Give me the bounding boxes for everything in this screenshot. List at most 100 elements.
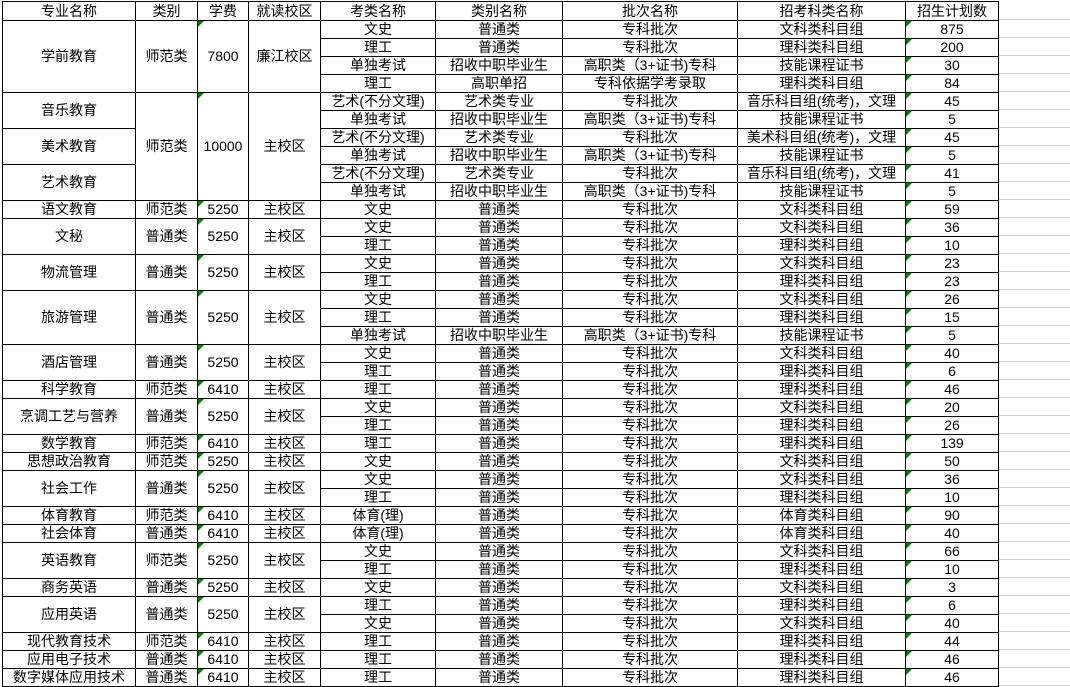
major-cell[interactable]: 音乐教育 [2, 92, 136, 129]
exam-class-cell[interactable]: 理工 [320, 416, 436, 435]
plan-count-cell[interactable]: 45 [905, 128, 999, 147]
plan-count-cell[interactable]: 23 [905, 272, 999, 291]
exam-class-cell[interactable]: 文史 [320, 218, 436, 237]
type-name-cell[interactable]: 普通类 [435, 200, 563, 219]
tuition-cell[interactable]: 5250 [197, 452, 249, 471]
plan-count-cell[interactable]: 10 [905, 560, 999, 579]
column-header-major[interactable]: 专业名称 [2, 1, 136, 21]
exam-class-cell[interactable]: 文史 [320, 200, 436, 219]
plan-count-cell[interactable]: 36 [905, 218, 999, 237]
major-cell[interactable]: 体育教育 [2, 506, 136, 525]
plan-count-cell[interactable]: 41 [905, 164, 999, 183]
plan-count-cell[interactable]: 26 [905, 290, 999, 309]
batch-name-cell[interactable]: 专科批次 [562, 470, 738, 489]
category-cell[interactable]: 师范类 [135, 92, 198, 201]
category-cell[interactable]: 普通类 [135, 218, 198, 255]
exam-class-cell[interactable]: 单独考试 [320, 326, 436, 345]
major-cell[interactable]: 应用英语 [2, 596, 136, 633]
type-name-cell[interactable]: 普通类 [435, 614, 563, 633]
major-cell[interactable]: 英语教育 [2, 542, 136, 579]
campus-cell[interactable]: 主校区 [248, 650, 321, 669]
column-header-category[interactable]: 类别 [135, 1, 198, 21]
campus-cell[interactable]: 主校区 [248, 506, 321, 525]
plan-count-cell[interactable]: 10 [905, 488, 999, 507]
campus-cell[interactable]: 廉江校区 [248, 20, 321, 93]
subject-group-cell[interactable]: 技能课程证书 [737, 110, 906, 129]
tuition-cell[interactable]: 5250 [197, 254, 249, 291]
type-name-cell[interactable]: 普通类 [435, 344, 563, 363]
subject-group-cell[interactable]: 理科类科目组 [737, 362, 906, 381]
type-name-cell[interactable]: 普通类 [435, 560, 563, 579]
type-name-cell[interactable]: 普通类 [435, 650, 563, 669]
plan-count-cell[interactable]: 26 [905, 416, 999, 435]
major-cell[interactable]: 科学教育 [2, 380, 136, 399]
exam-class-cell[interactable]: 单独考试 [320, 110, 436, 129]
type-name-cell[interactable]: 普通类 [435, 290, 563, 309]
plan-count-cell[interactable]: 10 [905, 236, 999, 255]
exam-class-cell[interactable]: 理工 [320, 632, 436, 651]
type-name-cell[interactable]: 普通类 [435, 236, 563, 255]
campus-cell[interactable]: 主校区 [248, 344, 321, 381]
subject-group-cell[interactable]: 体育类科目组 [737, 524, 906, 543]
plan-count-cell[interactable]: 90 [905, 506, 999, 525]
plan-count-cell[interactable]: 23 [905, 254, 999, 273]
column-header-type-name[interactable]: 类别名称 [435, 1, 563, 21]
category-cell[interactable]: 普通类 [135, 650, 198, 669]
column-header-exam-class[interactable]: 考类名称 [320, 1, 436, 21]
batch-name-cell[interactable]: 专科批次 [562, 578, 738, 597]
subject-group-cell[interactable]: 理科类科目组 [737, 236, 906, 255]
plan-count-cell[interactable]: 875 [905, 20, 999, 39]
plan-count-cell[interactable]: 200 [905, 38, 999, 57]
major-cell[interactable]: 思想政治教育 [2, 452, 136, 471]
subject-group-cell[interactable]: 文科类科目组 [737, 578, 906, 597]
subject-group-cell[interactable]: 理科类科目组 [737, 560, 906, 579]
type-name-cell[interactable]: 招收中职毕业生 [435, 146, 563, 165]
exam-class-cell[interactable]: 文史 [320, 344, 436, 363]
batch-name-cell[interactable]: 专科批次 [562, 542, 738, 561]
batch-name-cell[interactable]: 专科批次 [562, 380, 738, 399]
subject-group-cell[interactable]: 文科类科目组 [737, 344, 906, 363]
plan-count-cell[interactable]: 5 [905, 110, 999, 129]
tuition-cell[interactable]: 7800 [197, 20, 249, 93]
major-cell[interactable]: 现代教育技术 [2, 632, 136, 651]
plan-count-cell[interactable]: 3 [905, 578, 999, 597]
category-cell[interactable]: 师范类 [135, 380, 198, 399]
batch-name-cell[interactable]: 专科批次 [562, 200, 738, 219]
subject-group-cell[interactable]: 文科类科目组 [737, 614, 906, 633]
batch-name-cell[interactable]: 专科批次 [562, 614, 738, 633]
subject-group-cell[interactable]: 文科类科目组 [737, 398, 906, 417]
type-name-cell[interactable]: 普通类 [435, 452, 563, 471]
exam-class-cell[interactable]: 文史 [320, 290, 436, 309]
type-name-cell[interactable]: 普通类 [435, 524, 563, 543]
subject-group-cell[interactable]: 文科类科目组 [737, 200, 906, 219]
campus-cell[interactable]: 主校区 [248, 200, 321, 219]
major-cell[interactable]: 商务英语 [2, 578, 136, 597]
category-cell[interactable]: 普通类 [135, 668, 198, 687]
type-name-cell[interactable]: 招收中职毕业生 [435, 110, 563, 129]
major-cell[interactable]: 数学教育 [2, 434, 136, 453]
exam-class-cell[interactable]: 理工 [320, 434, 436, 453]
plan-count-cell[interactable]: 50 [905, 452, 999, 471]
exam-class-cell[interactable]: 文史 [320, 398, 436, 417]
batch-name-cell[interactable]: 专科批次 [562, 650, 738, 669]
type-name-cell[interactable]: 招收中职毕业生 [435, 182, 563, 201]
campus-cell[interactable]: 主校区 [248, 542, 321, 579]
batch-name-cell[interactable]: 专科依据学考录取 [562, 74, 738, 93]
plan-count-cell[interactable]: 84 [905, 74, 999, 93]
subject-group-cell[interactable]: 技能课程证书 [737, 182, 906, 201]
batch-name-cell[interactable]: 专科批次 [562, 488, 738, 507]
subject-group-cell[interactable]: 音乐科目组(统考)，文理 [737, 92, 906, 111]
plan-count-cell[interactable]: 15 [905, 308, 999, 327]
column-header-campus[interactable]: 就读校区 [248, 1, 321, 21]
batch-name-cell[interactable]: 专科批次 [562, 524, 738, 543]
tuition-cell[interactable]: 6410 [197, 506, 249, 525]
subject-group-cell[interactable]: 理科类科目组 [737, 668, 906, 687]
subject-group-cell[interactable]: 理科类科目组 [737, 272, 906, 291]
category-cell[interactable]: 师范类 [135, 506, 198, 525]
plan-count-cell[interactable]: 66 [905, 542, 999, 561]
exam-class-cell[interactable]: 文史 [320, 578, 436, 597]
exam-class-cell[interactable]: 理工 [320, 308, 436, 327]
tuition-cell[interactable]: 5250 [197, 578, 249, 597]
major-cell[interactable]: 应用电子技术 [2, 650, 136, 669]
type-name-cell[interactable]: 普通类 [435, 308, 563, 327]
